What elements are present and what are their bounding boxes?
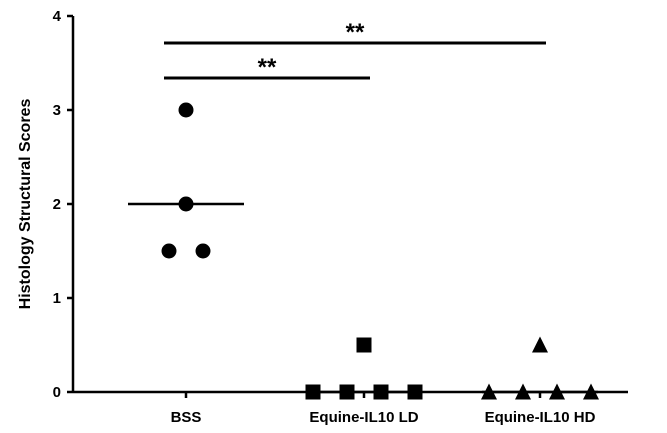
data-point-square (373, 384, 389, 400)
data-point-triangle (532, 336, 548, 353)
data-point-circle (161, 243, 177, 259)
data-point-triangle (583, 383, 599, 400)
data-point-triangle (549, 383, 565, 400)
significance-label: ** (258, 54, 277, 81)
median-lines (128, 202, 598, 394)
y-axis-title: Histology Structural Scores (17, 99, 34, 310)
y-tick-label: 2 (53, 196, 61, 213)
data-point-square (407, 384, 423, 400)
y-tick-label: 0 (53, 384, 61, 401)
data-point-triangle (481, 383, 497, 400)
data-point-triangle (515, 383, 531, 400)
data-point-square (339, 384, 355, 400)
significance-label: ** (346, 19, 365, 46)
x-tick-label: BSS (171, 409, 202, 426)
y-tick-label: 4 (53, 8, 62, 25)
significance-annotations: ** ** (164, 19, 546, 81)
axes: 0 1 2 3 4 BSS Equine-IL10 LD Equine-IL10 HD (53, 8, 628, 426)
y-tick-label: 3 (53, 102, 61, 119)
data-point-square (356, 337, 372, 353)
x-tick-label: Equine-IL10 HD (485, 409, 596, 426)
data-point-circle (178, 196, 194, 212)
data-points (161, 102, 599, 400)
data-point-square (305, 384, 321, 400)
data-point-circle (178, 102, 194, 118)
x-tick-label: Equine-IL10 LD (309, 409, 418, 426)
y-tick-label: 1 (53, 290, 61, 307)
data-point-circle (195, 243, 211, 259)
